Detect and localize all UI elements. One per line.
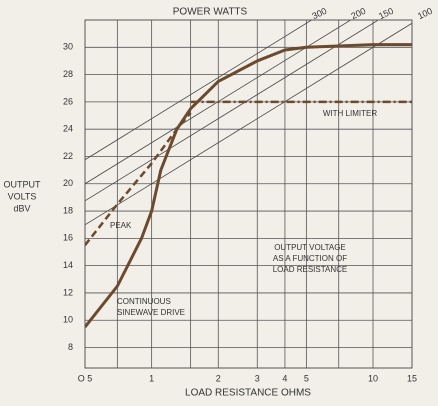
y-tick-label: 18: [63, 205, 73, 215]
x-tick-label: 5: [304, 373, 309, 383]
power-line: [85, 20, 352, 185]
y-tick-label: 20: [63, 178, 73, 188]
y-axis-title: OUTPUT: [4, 179, 42, 189]
plot-area: [85, 20, 412, 368]
x-tick-label: 15: [407, 373, 417, 383]
series-line: [85, 111, 192, 246]
annotation: CONTINUOUS: [117, 297, 171, 306]
x-tick-label: 2: [216, 373, 221, 383]
y-tick-label: 28: [63, 69, 73, 79]
annotation: LOAD RESISTANCE: [273, 265, 348, 274]
series-line: [85, 43, 412, 328]
y-axis-title: VOLTS: [8, 191, 37, 201]
power-line: [85, 20, 380, 202]
annotation: SINEWAVE DRIVE: [117, 308, 185, 317]
y-tick-label: 26: [63, 96, 73, 106]
x-tick-label: O 5: [78, 373, 93, 383]
y-tick-label: 30: [63, 42, 73, 52]
x-tick-label: 4: [282, 373, 287, 383]
y-tick-label: 8: [68, 342, 73, 352]
x-tick-label: 3: [255, 373, 260, 383]
annotation: WITH LIMITER: [323, 109, 377, 118]
y-tick-label: 16: [63, 233, 73, 243]
y-tick-label: 22: [63, 151, 73, 161]
x-axis-title: LOAD RESISTANCE OHMS: [185, 388, 311, 399]
y-tick-label: 10: [63, 315, 73, 325]
chart-title: POWER WATTS: [173, 7, 248, 18]
annotation: OUTPUT VOLTAGE: [274, 243, 346, 252]
y-axis-title: dBV: [13, 203, 30, 213]
y-tick-label: 14: [63, 260, 73, 270]
x-tick-label: 10: [368, 373, 378, 383]
power-line: [85, 22, 412, 226]
x-tick-label: 1: [149, 373, 154, 383]
annotation: AS A FUNCTION OF: [273, 254, 347, 263]
power-line: [85, 20, 313, 161]
plot-frame: [84, 19, 413, 369]
annotation: PEAK: [110, 221, 132, 230]
y-tick-label: 24: [63, 124, 73, 134]
y-tick-label: 12: [63, 287, 73, 297]
